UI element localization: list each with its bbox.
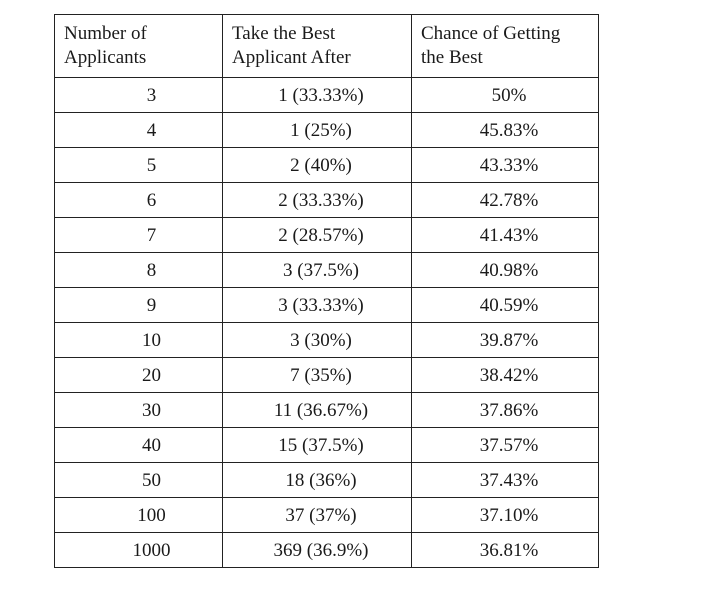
cell-take-after: 37 (37%) <box>222 497 412 533</box>
cell-chance: 43.33% <box>411 147 599 183</box>
cell-take-after: 3 (37.5%) <box>222 252 412 288</box>
cell-take-after: 3 (33.33%) <box>222 287 412 323</box>
cell-take-after: 11 (36.67%) <box>222 392 412 428</box>
cell-applicants: 20 <box>54 357 223 393</box>
cell-applicants: 4 <box>54 112 223 148</box>
header-text-line: the Best <box>421 47 483 68</box>
cell-applicants: 5 <box>54 147 223 183</box>
table-row: 50 18 (36%) 37.43% <box>54 462 599 498</box>
cell-chance: 39.87% <box>411 322 599 358</box>
cell-take-after: 369 (36.9%) <box>222 532 412 568</box>
table-row: 30 11 (36.67%) 37.86% <box>54 392 599 428</box>
header-take-best-after: Take the Best Applicant After <box>222 14 412 78</box>
cell-take-after: 2 (33.33%) <box>222 182 412 218</box>
table-row: 20 7 (35%) 38.42% <box>54 357 599 393</box>
header-text-line: Applicant After <box>232 47 351 68</box>
cell-chance: 37.57% <box>411 427 599 463</box>
cell-chance: 36.81% <box>411 532 599 568</box>
cell-applicants: 1000 <box>54 532 223 568</box>
header-text-line: Number of <box>64 23 147 44</box>
cell-applicants: 100 <box>54 497 223 533</box>
cell-applicants: 50 <box>54 462 223 498</box>
cell-take-after: 1 (25%) <box>222 112 412 148</box>
cell-chance: 37.10% <box>411 497 599 533</box>
cell-applicants: 8 <box>54 252 223 288</box>
cell-applicants: 6 <box>54 182 223 218</box>
cell-applicants: 7 <box>54 217 223 253</box>
cell-take-after: 1 (33.33%) <box>222 77 412 113</box>
cell-applicants: 9 <box>54 287 223 323</box>
optimal-stopping-table: Number of Applicants Take the Best Appli… <box>54 14 599 568</box>
cell-chance: 38.42% <box>411 357 599 393</box>
cell-take-after: 2 (28.57%) <box>222 217 412 253</box>
table-row: 100 37 (37%) 37.10% <box>54 497 599 533</box>
cell-applicants: 30 <box>54 392 223 428</box>
cell-chance: 41.43% <box>411 217 599 253</box>
cell-chance: 42.78% <box>411 182 599 218</box>
header-text-line: Chance of Getting <box>421 23 561 44</box>
table-row: 10 3 (30%) 39.87% <box>54 322 599 358</box>
cell-chance: 37.86% <box>411 392 599 428</box>
cell-chance: 37.43% <box>411 462 599 498</box>
cell-applicants: 10 <box>54 322 223 358</box>
header-chance-of-best: Chance of Getting the Best <box>411 14 599 78</box>
cell-take-after: 3 (30%) <box>222 322 412 358</box>
header-text-line: Applicants <box>64 47 147 68</box>
table-header-row: Number of Applicants Take the Best Appli… <box>54 14 599 78</box>
cell-applicants: 3 <box>54 77 223 113</box>
table-row: 1000 369 (36.9%) 36.81% <box>54 532 599 568</box>
cell-chance: 50% <box>411 77 599 113</box>
cell-take-after: 18 (36%) <box>222 462 412 498</box>
header-number-of-applicants: Number of Applicants <box>54 14 223 78</box>
cell-take-after: 2 (40%) <box>222 147 412 183</box>
cell-chance: 40.98% <box>411 252 599 288</box>
header-text-line: Take the Best <box>232 23 336 44</box>
cell-chance: 45.83% <box>411 112 599 148</box>
cell-take-after: 15 (37.5%) <box>222 427 412 463</box>
cell-applicants: 40 <box>54 427 223 463</box>
cell-take-after: 7 (35%) <box>222 357 412 393</box>
table-row: 40 15 (37.5%) 37.57% <box>54 427 599 463</box>
cell-chance: 40.59% <box>411 287 599 323</box>
